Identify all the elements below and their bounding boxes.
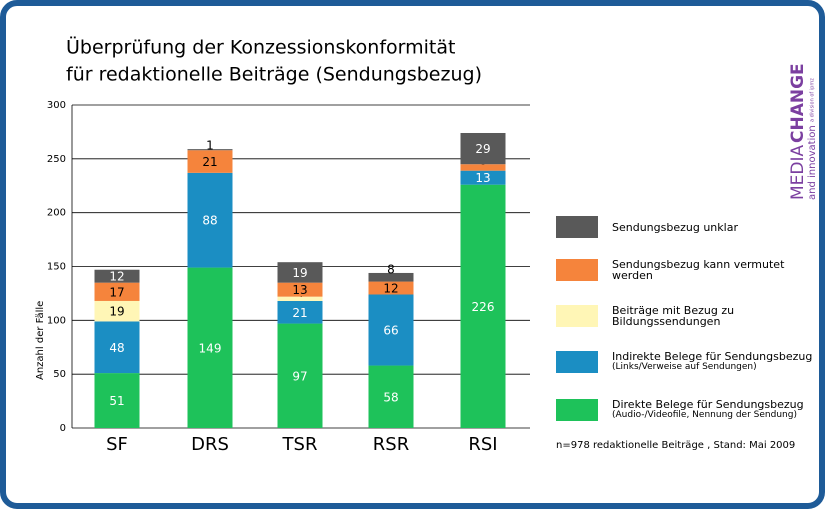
- bar-segment: [460, 132, 506, 165]
- legend-swatch: [556, 305, 598, 327]
- data-label: 21: [202, 155, 217, 169]
- y-tick-label: 200: [47, 208, 66, 219]
- data-label: 17: [109, 285, 124, 299]
- data-label: 48: [109, 341, 124, 355]
- x-tick-label: DRS: [191, 434, 229, 455]
- data-label: 13: [292, 283, 307, 297]
- data-label: 97: [292, 369, 307, 383]
- x-tick-label: RSR: [373, 434, 409, 455]
- y-axis-label: Anzahl der Fälle: [35, 301, 46, 380]
- data-label: 13: [475, 171, 490, 185]
- bar-segment: [94, 321, 140, 374]
- data-label: 12: [383, 282, 398, 296]
- bar-segment: [94, 269, 140, 283]
- x-tick-label: SF: [106, 434, 128, 455]
- bar-segment: [277, 282, 323, 297]
- bar-segment: [94, 373, 140, 428]
- bar-segment: [460, 170, 506, 185]
- data-label: 8: [387, 262, 395, 276]
- logo-text: MEDIA: [788, 144, 808, 200]
- legend-item: Beiträge mit Bezug zu Bildungssendungen: [612, 305, 742, 327]
- data-label: 88: [202, 214, 217, 228]
- bar-segment: [187, 172, 233, 268]
- data-label: 12: [109, 270, 124, 284]
- data-label: 149: [199, 341, 222, 355]
- logo: MEDIA CHANGE and innovation a division o…: [788, 63, 818, 200]
- legend-item: Indirekte Belege für Sendungsbezug (Links…: [612, 351, 825, 373]
- legend-note: (Audio-/Videofile, Nennung der Sendung): [612, 410, 797, 420]
- data-label: 29: [475, 142, 490, 156]
- bar-segment: [277, 296, 323, 301]
- y-tick-label: 250: [47, 154, 66, 165]
- bar-segment: [460, 184, 506, 428]
- bar-segment: [368, 272, 414, 282]
- x-tick-label: RSI: [468, 434, 497, 455]
- bar-segment: [368, 294, 414, 366]
- x-tick-label: TSR: [282, 434, 318, 455]
- legend-label: Direkte Belege für Sendungsbezug: [612, 398, 804, 411]
- bar-segment: [94, 300, 140, 322]
- footnote: n=978 redaktionelle Beiträge , Stand: Ma…: [556, 440, 795, 451]
- y-tick-label: 100: [47, 315, 66, 326]
- data-label: 19: [292, 266, 307, 280]
- y-tick-label: 0: [60, 423, 66, 434]
- logo-text: and innovation: [807, 125, 818, 200]
- y-tick-label: 150: [47, 262, 66, 273]
- legend-label: Sendungsbezug kann vermutet werden: [612, 258, 785, 282]
- data-label: 21: [292, 306, 307, 320]
- data-label: 66: [383, 324, 398, 338]
- y-tick-label: 300: [47, 100, 66, 111]
- legend-note: (Links/Verweise auf Sendungen): [612, 362, 757, 372]
- data-label: 58: [383, 390, 398, 404]
- chart-title: für redaktionelle Beiträge (Sendungsbezu…: [66, 64, 482, 86]
- logo-text: a division of ipmz: [810, 78, 816, 122]
- bar-segment: [187, 267, 233, 428]
- legend-label: Sendungsbezug unklar: [612, 220, 738, 234]
- data-label: 226: [472, 300, 495, 314]
- legend-swatch: [556, 351, 598, 373]
- data-label: 51: [109, 394, 124, 408]
- legend-label: Beiträge mit Bezug zu Bildungssendungen: [612, 304, 735, 328]
- bar-segment: [460, 164, 506, 171]
- chart-title: Überprüfung der Konzessionskonformität: [66, 36, 455, 59]
- logo-text: CHANGE: [788, 63, 808, 143]
- bar-segment: [277, 323, 323, 428]
- bar-segment: [187, 149, 233, 151]
- legend-item: Sendungsbezug unklar: [612, 222, 825, 233]
- bar-segment: [368, 365, 414, 428]
- bar-segment: [277, 300, 323, 324]
- legend-swatch: [556, 216, 598, 238]
- legend-item: Sendungsbezug kann vermutet werden: [612, 259, 787, 281]
- legend-item: Direkte Belege für Sendungsbezug (Audio-/…: [612, 399, 825, 421]
- bar-segment: [187, 150, 233, 173]
- legend-swatch: [556, 399, 598, 421]
- data-label: 1: [206, 139, 214, 153]
- bar-segment: [277, 262, 323, 283]
- data-label: 19: [109, 305, 124, 319]
- legend-label: Indirekte Belege für Sendungsbezug: [612, 350, 813, 363]
- legend-swatch: [556, 259, 598, 281]
- bar-segment: [368, 281, 414, 295]
- y-tick-label: 50: [53, 369, 66, 380]
- bar-segment: [94, 282, 140, 301]
